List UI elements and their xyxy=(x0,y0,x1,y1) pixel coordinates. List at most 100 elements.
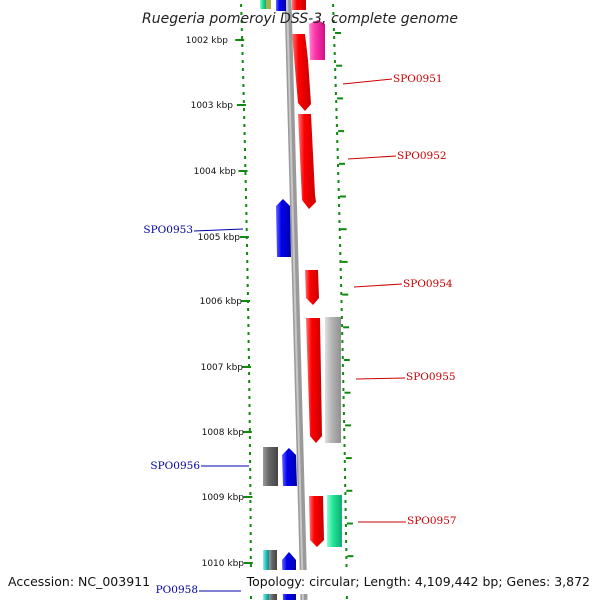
kbp-label: 1006 kbp xyxy=(200,297,243,307)
gene-label-spo0955[interactable]: SPO0955 xyxy=(406,371,456,383)
gene-label-spo0956[interactable]: SPO0956 xyxy=(150,460,200,472)
ring-dot xyxy=(246,284,249,287)
gene-feature-top-teal[interactable] xyxy=(260,0,266,9)
ring-tick xyxy=(343,359,350,361)
ring-dot xyxy=(249,492,252,495)
ring-dot xyxy=(247,324,250,327)
gene-arrow-spo0955[interactable] xyxy=(306,318,322,443)
kbp-tick xyxy=(242,431,252,433)
ring-dot xyxy=(247,316,250,319)
ring-dot xyxy=(246,244,248,247)
gene-feature-gray-spo0955[interactable] xyxy=(325,317,341,443)
ring-dot xyxy=(244,164,247,167)
kbp-label: 1008 kbp xyxy=(202,428,245,438)
gene-arrow-spo0954[interactable] xyxy=(305,270,319,305)
ring-dot xyxy=(341,364,344,367)
kbp-tick xyxy=(241,300,250,302)
ring-dot xyxy=(335,100,338,103)
ring-dot xyxy=(248,428,251,431)
gene-arrow-spo0956[interactable] xyxy=(282,448,297,486)
ring-dot xyxy=(244,188,247,191)
gene-label-spo0954[interactable]: SPO0954 xyxy=(403,278,453,290)
ring-dot xyxy=(345,532,347,535)
ring-dot xyxy=(242,100,245,103)
ring-dot xyxy=(338,204,341,207)
gene-arrow-spo0957[interactable] xyxy=(309,496,324,547)
gene-label-spo0953[interactable]: SPO0953 xyxy=(143,224,193,236)
gene-label-spo0951[interactable]: SPO0951 xyxy=(393,73,443,85)
ring-dot xyxy=(249,484,252,487)
ring-dot xyxy=(249,460,252,463)
kbp-tick xyxy=(243,496,253,498)
ring-dot xyxy=(242,92,245,95)
ring-dot xyxy=(336,132,339,135)
ring-dot xyxy=(247,340,250,343)
ring-dot xyxy=(332,4,335,7)
ring-dot xyxy=(340,308,343,311)
ring-dot xyxy=(339,276,342,279)
gene-label-spo0952[interactable]: SPO0952 xyxy=(397,150,447,162)
ring-dot xyxy=(336,156,339,159)
ring-dot xyxy=(249,500,252,503)
ring-dot xyxy=(248,364,250,367)
ring-dot xyxy=(340,316,343,319)
genome-title: Ruegeria pomeroyi DSS-3, complete genome xyxy=(142,11,458,27)
ring-dot xyxy=(249,532,252,535)
ring-dot xyxy=(343,428,346,431)
kbp-tick xyxy=(242,366,251,368)
ring-dot xyxy=(339,268,342,271)
ring-dot xyxy=(337,164,339,167)
ring-dot xyxy=(333,36,336,39)
gene-feature-top-blue[interactable] xyxy=(276,0,286,11)
ring-dot xyxy=(246,252,249,255)
ring-dot xyxy=(342,372,345,375)
ring-dot xyxy=(241,68,244,71)
ring-dot xyxy=(338,236,341,239)
ring-dot xyxy=(248,412,251,415)
ring-dot xyxy=(344,476,347,479)
gene-arrow-spo0953[interactable] xyxy=(276,199,291,257)
ring-dot xyxy=(242,76,245,79)
ring-dot xyxy=(334,92,337,95)
ring-dot xyxy=(342,412,345,415)
ring-tick xyxy=(336,64,343,67)
ring-dot xyxy=(245,212,248,215)
ring-dot xyxy=(341,324,344,327)
ring-dot xyxy=(345,556,348,559)
gene-labels-right: SPO0951 SPO0952 SPO0954 SPO0955 SPO0957 xyxy=(342,73,457,527)
ring-dot xyxy=(333,52,336,55)
gene-feature-magenta[interactable] xyxy=(309,20,325,60)
gene-arrow-spo0952[interactable] xyxy=(298,114,316,209)
ring-dot xyxy=(342,388,345,391)
ring-dot xyxy=(241,60,244,63)
ring-dot xyxy=(246,276,249,279)
ring-dot xyxy=(343,444,346,447)
ring-dot xyxy=(247,356,250,359)
ring-dot xyxy=(240,12,243,15)
ring-tick xyxy=(335,32,341,34)
ring-dot xyxy=(245,220,248,223)
kbp-tick xyxy=(235,39,245,41)
gene-label-spo0957[interactable]: SPO0957 xyxy=(407,515,457,527)
ring-dot xyxy=(332,12,335,15)
gene-feature-top-red[interactable] xyxy=(292,0,306,10)
ring-dot xyxy=(343,452,346,455)
ring-dot xyxy=(343,420,346,423)
ring-dot xyxy=(332,28,335,31)
gene-label-spo0958[interactable]: SPO0958 xyxy=(148,584,198,596)
gene-arrow-spo0951[interactable] xyxy=(292,34,311,111)
ring-tick xyxy=(344,391,351,394)
gene-feature-darkgray-spo0956[interactable] xyxy=(263,447,278,486)
kbp-label: 1010 kbp xyxy=(202,559,245,569)
gene-feature-top-olive[interactable] xyxy=(266,0,271,9)
label-leader-spo0955 xyxy=(355,377,406,380)
ring-dot xyxy=(244,156,247,159)
gene-feature-teal-spo0957[interactable] xyxy=(327,495,342,547)
ring-dot xyxy=(243,108,245,111)
ring-dot xyxy=(343,468,346,471)
ring-dot xyxy=(243,116,246,119)
ring-dot xyxy=(246,292,249,295)
ring-dot xyxy=(342,404,345,407)
ring-dot xyxy=(344,524,347,527)
ring-dot xyxy=(335,116,338,119)
